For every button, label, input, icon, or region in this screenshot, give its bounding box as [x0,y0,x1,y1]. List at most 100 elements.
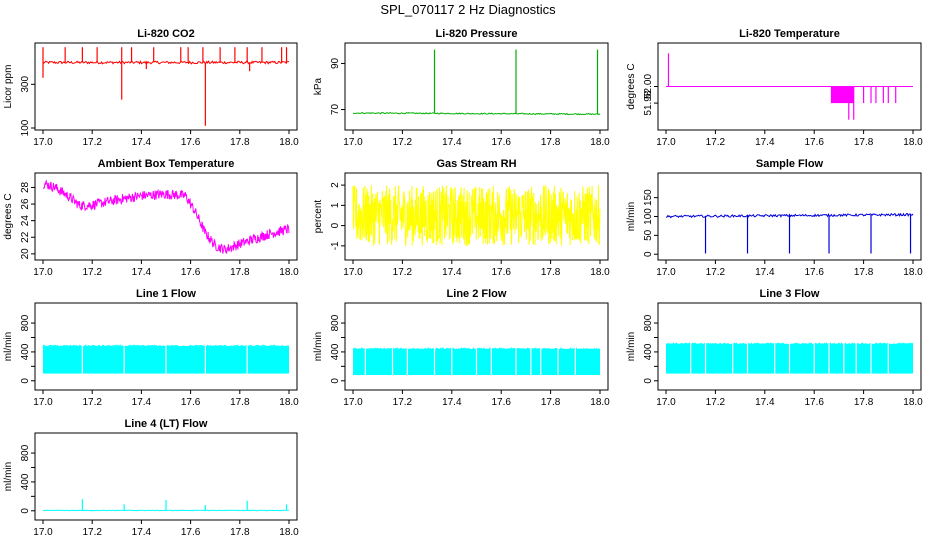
series-line [665,212,914,219]
y-tick-label: 800 [643,314,654,331]
x-tick-label: 17.8 [541,397,561,408]
x-tick-label: 18.0 [590,397,610,408]
x-tick-label: 18.0 [590,137,610,148]
x-tick-label: 17.0 [656,267,676,278]
chart-gas-rh: Gas Stream RH 17.0 17.2 17.4 17.6 17.8 18.0 -1 0… [313,158,610,278]
y-tick-label: 26 [20,198,31,210]
y-tick-label: 400 [643,343,654,360]
series-line [352,112,601,116]
y-tick-label: 0 [643,378,654,384]
y-tick-label: 300 [20,76,31,93]
x-tick-label: 17.6 [491,267,511,278]
chart-pressure: Li-820 Pressure 17.0 17.2 17.4 17.6 17.8 18.0 7… [313,28,610,148]
series-licor-temp [666,53,913,120]
x-tick-label: 17.8 [854,137,874,148]
y-tick-label: 50 [643,229,654,241]
x-tick-label: 17.2 [82,267,102,278]
x-tick-label: 17.2 [393,137,413,148]
x-tick-label: 18.0 [279,527,299,538]
chart-title: Line 3 Flow [760,288,820,300]
x-tick-label: 17.6 [181,397,201,408]
x-tick-label: 17.2 [706,137,726,148]
chart-line2: Line 2 Flow 17.0 17.2 17.4 17.6 17.8 18.0 0 400 8… [313,288,610,408]
y-tick-label: 0 [330,222,341,228]
x-tick-label: 17.4 [442,397,462,408]
y-tick-label: 0 [20,508,31,514]
chart-title: Line 2 Flow [447,288,507,300]
x-tick-label: 17.6 [491,397,511,408]
y-axis-label: ml/min [313,332,324,361]
x-tick-label: 17.2 [393,397,413,408]
x-tick-label: 17.2 [706,397,726,408]
y-tick-label: 0 [20,378,31,384]
y-tick-label: 800 [20,444,31,461]
y-tick-label: 800 [20,314,31,331]
series-co2 [42,47,290,126]
y-axis-label: Licor ppm [3,65,14,109]
chart-box-temp: Ambient Box Temperature 17.0 17.2 17.4 17.6 1… [3,158,299,278]
y-tick-label: 400 [330,343,341,360]
x-tick-label: 17.2 [393,267,413,278]
y-axis-label: kPa [313,77,324,95]
plot-frame [34,172,298,261]
plot-frame [657,302,922,391]
x-tick-label: 17.8 [854,267,874,278]
x-tick-label: 17.0 [33,527,53,538]
x-tick-label: 17.6 [804,267,824,278]
plot-frame [34,302,298,391]
series-box-temp [43,179,290,254]
series-line [352,185,601,246]
x-tick-label: 17.2 [82,397,102,408]
x-tick-label: 17.0 [343,137,363,148]
y-tick-label: 24 [20,215,31,227]
y-tick-label: 70 [330,104,341,116]
main-title: SPL_070117 2 Hz Diagnostics [380,2,556,17]
x-tick-label: 17.2 [82,527,102,538]
x-tick-label: 17.6 [181,267,201,278]
chart-title: Li-820 Pressure [436,28,518,40]
chart-title: Line 4 (LT) Flow [125,418,208,430]
chart-title: Li-820 Temperature [739,28,840,40]
y-tick-label: 0 [330,378,341,384]
y-tick-label: 1 [330,202,341,208]
x-tick-label: 18.0 [279,137,299,148]
chart-co2: Li-820 CO2 17.0 17.2 17.4 17.6 17.8 18.0 100 300… [3,28,299,148]
x-tick-label: 17.2 [706,267,726,278]
y-tick-label: 800 [330,314,341,331]
x-tick-label: 17.4 [132,527,152,538]
x-tick-label: 18.0 [279,397,299,408]
x-tick-label: 17.4 [132,137,152,148]
x-tick-label: 17.4 [755,267,775,278]
x-tick-label: 17.4 [132,267,152,278]
y-axis-label: degrees C [626,63,637,109]
chart-licor-temp: Li-820 Temperature 17.0 17.2 17.4 17.6 17.8 18… [626,28,923,148]
chart-line1: Line 1 Flow 17.0 17.2 17.4 17.6 17.8 18.0 0 400 8… [3,288,299,408]
chart-sample-flow: Sample Flow 17.0 17.2 17.4 17.6 17.8 18.0 0 50 10… [626,158,923,278]
series-line3 [665,341,914,375]
series-line1 [42,344,290,375]
y-tick-label: 400 [20,473,31,490]
x-tick-label: 17.0 [343,267,363,278]
series-line4 [42,499,290,512]
y-tick-label: 150 [643,189,654,206]
y-tick-label: 100 [20,119,31,136]
y-tick-label: 51.98 [643,90,654,115]
x-tick-label: 17.8 [230,397,250,408]
y-tick-label: 2 [330,182,341,188]
x-tick-label: 17.0 [33,267,53,278]
y-tick-label: 52.00 [643,74,654,99]
x-tick-label: 18.0 [903,137,923,148]
chart-line4: Line 4 (LT) Flow 17.0 17.2 17.4 17.6 17.8 18.0… [3,418,299,538]
y-axis-label: ml/min [3,332,14,361]
series-line [43,179,290,254]
y-tick-label: 400 [20,343,31,360]
chart-title: Ambient Box Temperature [98,158,235,170]
x-tick-label: 17.2 [82,137,102,148]
chart-title: Gas Stream RH [436,158,516,170]
x-tick-label: 17.8 [230,137,250,148]
chart-title: Sample Flow [756,158,824,170]
x-tick-label: 17.0 [656,397,676,408]
x-tick-label: 18.0 [903,397,923,408]
x-tick-label: 17.0 [33,137,53,148]
